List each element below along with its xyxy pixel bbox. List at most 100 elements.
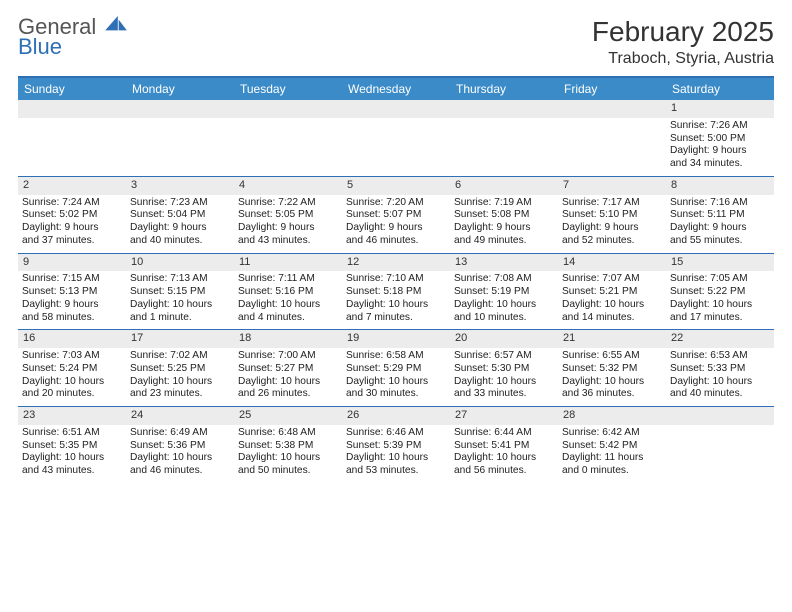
daylight-label: and 58 minutes. [22,312,122,325]
sunrise-label: Sunrise: 7:03 AM [22,350,122,363]
calendar-day: 22Sunrise: 6:53 AMSunset: 5:33 PMDayligh… [666,330,774,406]
sunrise-label: Sunrise: 6:51 AM [22,427,122,440]
sunrise-label: Sunrise: 7:20 AM [346,197,446,210]
sunrise-label: Sunrise: 7:07 AM [562,273,662,286]
day-number: 2 [18,177,126,195]
calendar-day: 4Sunrise: 7:22 AMSunset: 5:05 PMDaylight… [234,177,342,253]
daylight-label: and 30 minutes. [346,388,446,401]
daylight-label: Daylight: 10 hours [454,299,554,312]
sunrise-label: Sunrise: 7:10 AM [346,273,446,286]
sunset-label: Sunset: 5:36 PM [130,440,230,453]
daylight-label: and 1 minute. [130,312,230,325]
calendar-week: 9Sunrise: 7:15 AMSunset: 5:13 PMDaylight… [18,254,774,331]
sunrise-label: Sunrise: 6:48 AM [238,427,338,440]
daylight-label: and 53 minutes. [346,465,446,478]
weekday-header: Monday [126,78,234,100]
sunset-label: Sunset: 5:32 PM [562,363,662,376]
calendar-day-empty [666,407,774,483]
sunrise-label: Sunrise: 7:13 AM [130,273,230,286]
calendar-day: 27Sunrise: 6:44 AMSunset: 5:41 PMDayligh… [450,407,558,483]
daylight-label: and 40 minutes. [130,235,230,248]
sunrise-label: Sunrise: 6:53 AM [670,350,770,363]
daylight-label: and 49 minutes. [454,235,554,248]
sunrise-label: Sunrise: 7:23 AM [130,197,230,210]
calendar-day-empty [558,100,666,176]
daylight-label: and 26 minutes. [238,388,338,401]
calendar-day: 20Sunrise: 6:57 AMSunset: 5:30 PMDayligh… [450,330,558,406]
daylight-label: and 46 minutes. [130,465,230,478]
sunset-label: Sunset: 5:25 PM [130,363,230,376]
daylight-label: Daylight: 9 hours [670,222,770,235]
day-number: 4 [234,177,342,195]
day-number: 15 [666,254,774,272]
day-number: 22 [666,330,774,348]
daylight-label: Daylight: 9 hours [562,222,662,235]
sunrise-label: Sunrise: 7:17 AM [562,197,662,210]
daylight-label: Daylight: 10 hours [238,452,338,465]
sunrise-label: Sunrise: 7:02 AM [130,350,230,363]
daylight-label: and 10 minutes. [454,312,554,325]
calendar-day: 2Sunrise: 7:24 AMSunset: 5:02 PMDaylight… [18,177,126,253]
day-number [234,100,342,118]
calendar-week: 23Sunrise: 6:51 AMSunset: 5:35 PMDayligh… [18,407,774,483]
day-number: 3 [126,177,234,195]
month-title: February 2025 [592,16,774,48]
day-number [558,100,666,118]
day-number: 27 [450,407,558,425]
daylight-label: and 43 minutes. [22,465,122,478]
sunset-label: Sunset: 5:29 PM [346,363,446,376]
day-number [18,100,126,118]
weekday-header: Friday [558,78,666,100]
sunrise-label: Sunrise: 6:44 AM [454,427,554,440]
calendar-day: 11Sunrise: 7:11 AMSunset: 5:16 PMDayligh… [234,254,342,330]
calendar-day: 13Sunrise: 7:08 AMSunset: 5:19 PMDayligh… [450,254,558,330]
daylight-label: Daylight: 10 hours [238,376,338,389]
sunset-label: Sunset: 5:16 PM [238,286,338,299]
daylight-label: and 20 minutes. [22,388,122,401]
sunrise-label: Sunrise: 6:46 AM [346,427,446,440]
calendar-day: 28Sunrise: 6:42 AMSunset: 5:42 PMDayligh… [558,407,666,483]
calendar-day: 26Sunrise: 6:46 AMSunset: 5:39 PMDayligh… [342,407,450,483]
day-number: 1 [666,100,774,118]
brand-text: General Blue [18,16,127,57]
sunset-label: Sunset: 5:19 PM [454,286,554,299]
day-number: 17 [126,330,234,348]
daylight-label: and 37 minutes. [22,235,122,248]
sunset-label: Sunset: 5:10 PM [562,209,662,222]
weekday-header: Tuesday [234,78,342,100]
daylight-label: and 50 minutes. [238,465,338,478]
header-bar: General Blue February 2025 Traboch, Styr… [18,16,774,68]
sunrise-label: Sunrise: 7:19 AM [454,197,554,210]
sunset-label: Sunset: 5:07 PM [346,209,446,222]
sunset-label: Sunset: 5:21 PM [562,286,662,299]
day-number: 7 [558,177,666,195]
sunset-label: Sunset: 5:00 PM [670,133,770,146]
sunset-label: Sunset: 5:41 PM [454,440,554,453]
daylight-label: and 7 minutes. [346,312,446,325]
sunset-label: Sunset: 5:08 PM [454,209,554,222]
weekday-header: Wednesday [342,78,450,100]
calendar-day: 5Sunrise: 7:20 AMSunset: 5:07 PMDaylight… [342,177,450,253]
sunset-label: Sunset: 5:24 PM [22,363,122,376]
daylight-label: Daylight: 10 hours [670,299,770,312]
daylight-label: and 23 minutes. [130,388,230,401]
sunset-label: Sunset: 5:35 PM [22,440,122,453]
calendar-day: 15Sunrise: 7:05 AMSunset: 5:22 PMDayligh… [666,254,774,330]
sunset-label: Sunset: 5:22 PM [670,286,770,299]
calendar-day: 14Sunrise: 7:07 AMSunset: 5:21 PMDayligh… [558,254,666,330]
day-number: 18 [234,330,342,348]
brand-logo: General Blue [18,16,127,57]
day-number: 21 [558,330,666,348]
daylight-label: Daylight: 9 hours [454,222,554,235]
sunrise-label: Sunrise: 7:16 AM [670,197,770,210]
daylight-label: and 17 minutes. [670,312,770,325]
calendar-day: 10Sunrise: 7:13 AMSunset: 5:15 PMDayligh… [126,254,234,330]
day-number: 9 [18,254,126,272]
sunrise-label: Sunrise: 7:00 AM [238,350,338,363]
sunset-label: Sunset: 5:30 PM [454,363,554,376]
daylight-label: Daylight: 10 hours [130,299,230,312]
calendar-day: 18Sunrise: 7:00 AMSunset: 5:27 PMDayligh… [234,330,342,406]
daylight-label: Daylight: 10 hours [130,452,230,465]
calendar-day: 9Sunrise: 7:15 AMSunset: 5:13 PMDaylight… [18,254,126,330]
day-number: 19 [342,330,450,348]
